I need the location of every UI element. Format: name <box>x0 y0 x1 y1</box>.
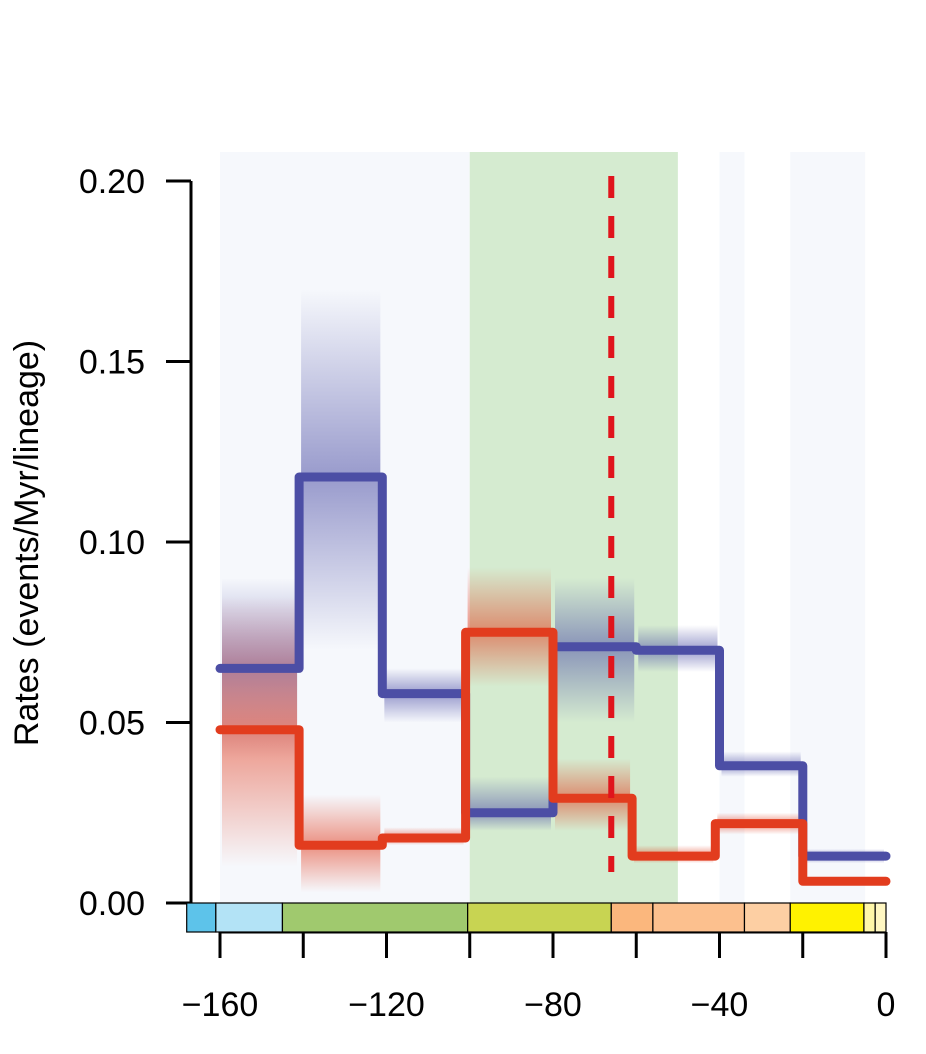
y-tick-label: 0.20 <box>79 163 145 201</box>
timescale-segment <box>789 902 865 933</box>
timescale-segment <box>281 902 469 933</box>
timescale-bar <box>186 902 887 933</box>
timescale-segment <box>874 902 887 933</box>
timescale-segment <box>743 902 791 933</box>
x-tick-label: −80 <box>524 986 582 1024</box>
uncertainty-band-series-1 <box>467 776 551 831</box>
timescale-segment <box>186 902 217 933</box>
x-tick-label: −120 <box>348 986 425 1024</box>
rate-lines <box>215 472 891 886</box>
uncertainty-band-series-1 <box>301 289 381 651</box>
timescale-segment <box>215 902 284 933</box>
x-tick-label: 0 <box>877 986 896 1024</box>
y-tick-label: 0.00 <box>79 885 145 923</box>
y-tick-label: 0.05 <box>79 705 145 743</box>
timescale-segment <box>652 902 746 933</box>
y-axis-title: Rates (events/Myr/lineage) <box>8 340 46 746</box>
y-tick-label: 0.15 <box>79 344 145 382</box>
x-tick-label: −160 <box>182 986 259 1024</box>
timescale-segment <box>863 902 876 933</box>
timescale-segment <box>467 902 612 933</box>
background-band <box>719 152 745 903</box>
timescale-segment <box>610 902 654 933</box>
x-tick-label: −40 <box>691 986 749 1024</box>
y-tick-label: 0.10 <box>79 524 145 562</box>
rate-line-series-2 <box>215 627 891 886</box>
uncertainty-band-series-2 <box>467 567 551 687</box>
